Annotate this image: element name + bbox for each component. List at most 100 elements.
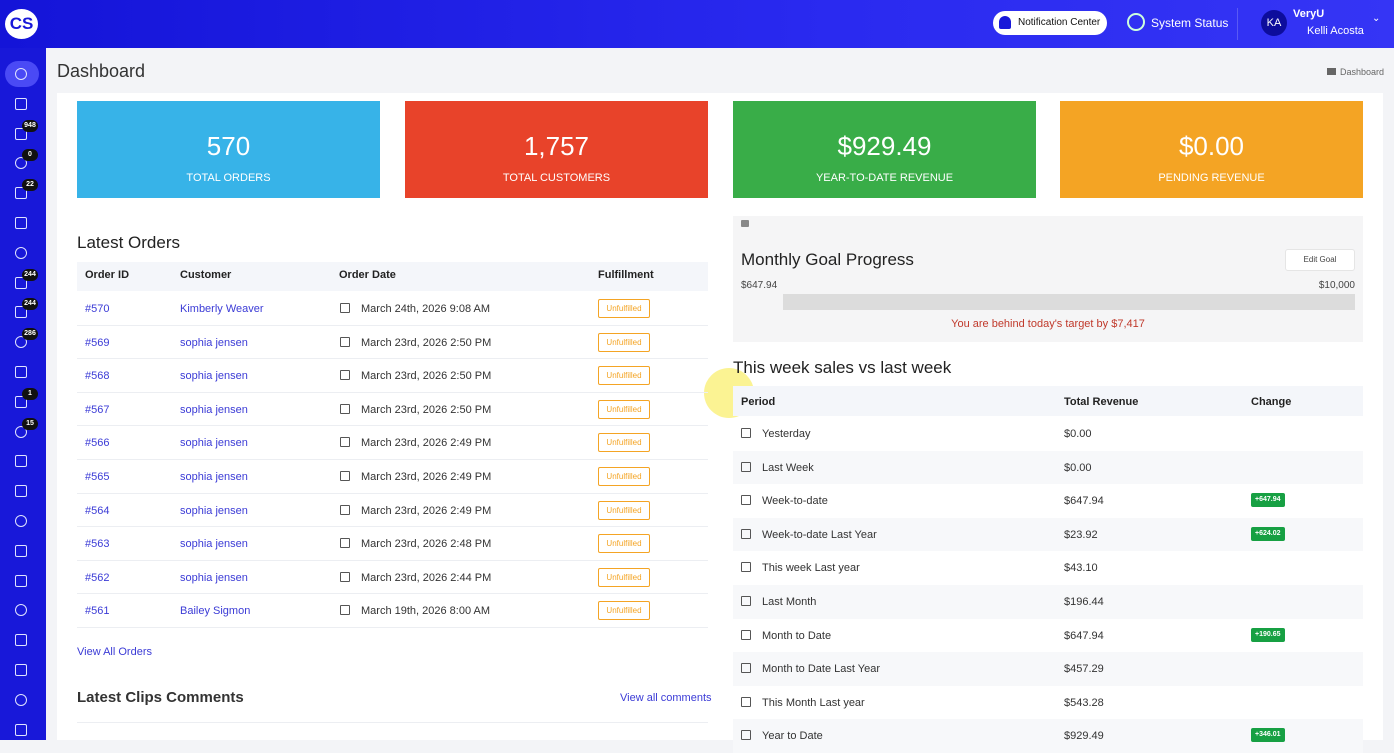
order-date: March 23rd, 2026 2:50 PM xyxy=(361,336,492,349)
progress-bar xyxy=(783,294,1355,310)
nav-icon[interactable] xyxy=(15,276,27,289)
nav-icon[interactable] xyxy=(15,157,27,170)
user-menu-chevron[interactable]: ⌄ xyxy=(1372,13,1381,24)
nav-icon[interactable] xyxy=(15,455,27,468)
edit-goal-button[interactable]: Edit Goal xyxy=(1285,249,1355,271)
nav-icon[interactable] xyxy=(15,515,27,527)
divider xyxy=(77,722,708,723)
fulfillment-badge: Unfulfilled xyxy=(598,299,650,318)
stat-card[interactable]: 570 TOTAL ORDERS xyxy=(77,101,380,198)
column-header: Order ID xyxy=(85,269,130,281)
stat-card[interactable]: 1,757 TOTAL CUSTOMERS xyxy=(405,101,708,198)
divider xyxy=(1237,8,1238,40)
row-divider xyxy=(77,627,708,628)
stat-value: $929.49 xyxy=(837,131,932,161)
customer[interactable]: sophia jensen xyxy=(180,471,248,483)
order-id[interactable]: #563 xyxy=(85,538,110,551)
lock-icon xyxy=(741,220,749,227)
goal-message: You are behind today's target by $7,417 xyxy=(951,318,1145,330)
order-id[interactable]: #562 xyxy=(85,571,110,584)
system-status[interactable]: System Status xyxy=(1151,16,1229,30)
row-divider xyxy=(77,559,708,561)
avatar[interactable]: KA xyxy=(1261,10,1287,36)
customer[interactable]: Bailey Sigmon xyxy=(180,605,251,618)
nav-icon[interactable] xyxy=(15,574,27,587)
nav-icon[interactable] xyxy=(15,634,27,647)
nav-icon[interactable] xyxy=(15,68,27,80)
row-divider xyxy=(77,425,708,427)
nav-icon[interactable] xyxy=(15,306,27,319)
customer[interactable]: sophia jensen xyxy=(180,571,248,584)
nav-icon[interactable] xyxy=(15,366,27,378)
revenue: $929.49 xyxy=(1064,730,1104,743)
goal-card: Monthly Goal Progress Edit Goal $647.94 $10… xyxy=(733,216,1363,342)
order-id[interactable]: #565 xyxy=(85,471,110,483)
org-name: VeryU xyxy=(1293,8,1325,20)
customer[interactable]: sophia jensen xyxy=(180,336,248,349)
nav-icon[interactable] xyxy=(15,187,27,200)
row-divider xyxy=(77,526,708,528)
order-id[interactable]: #561 xyxy=(85,605,110,618)
row-divider xyxy=(77,459,708,460)
nav-icon[interactable] xyxy=(15,425,27,438)
order-id[interactable]: #566 xyxy=(85,437,110,450)
view-all-comments[interactable]: View all comments xyxy=(620,692,712,704)
order-id[interactable]: #570 xyxy=(85,303,110,315)
breadcrumb-icon xyxy=(1327,68,1336,75)
calendar-icon xyxy=(340,437,350,448)
nav-icon[interactable] xyxy=(15,217,27,229)
nav-icon[interactable] xyxy=(15,604,27,617)
nav-badge: 948 xyxy=(22,119,38,132)
order-id[interactable]: #564 xyxy=(85,504,110,517)
nav-icon[interactable] xyxy=(15,485,27,498)
nav-icon[interactable] xyxy=(15,336,27,349)
nav-icon[interactable] xyxy=(15,723,27,736)
goal-target: $10,000 xyxy=(1318,280,1355,291)
fulfillment-badge: Unfulfilled xyxy=(598,567,650,587)
order-id[interactable]: #568 xyxy=(85,370,110,383)
logo[interactable]: CS xyxy=(5,9,38,39)
calendar-icon xyxy=(340,370,350,381)
stat-card[interactable]: $929.49 YEAR-TO-DATE REVENUE xyxy=(733,101,1036,198)
nav-icon[interactable] xyxy=(15,97,27,110)
nav-icon[interactable] xyxy=(15,664,27,676)
order-id[interactable]: #569 xyxy=(85,336,110,349)
nav-icon[interactable] xyxy=(15,127,27,140)
nav-icon[interactable] xyxy=(15,395,27,408)
revenue: $543.28 xyxy=(1064,696,1104,709)
nav-badge: 22 xyxy=(22,179,38,192)
section-title: This week sales vs last week xyxy=(733,358,952,377)
top-bar: CS Notification Center System Status KA … xyxy=(0,0,1394,48)
nav-icon[interactable] xyxy=(15,246,27,259)
fulfillment-badge: Unfulfilled xyxy=(598,433,650,453)
view-all-orders[interactable]: View All Orders xyxy=(77,646,152,658)
calendar-icon xyxy=(340,538,350,549)
calendar-icon xyxy=(741,461,751,472)
stat-card[interactable]: $0.00 PENDING REVENUE xyxy=(1060,101,1363,198)
notification-button[interactable]: Notification Center xyxy=(993,11,1107,35)
customer[interactable]: sophia jensen xyxy=(180,538,248,551)
customer[interactable]: sophia jensen xyxy=(180,403,248,416)
revenue: $23.92 xyxy=(1064,528,1098,541)
nav-icon[interactable] xyxy=(15,693,27,706)
customer[interactable]: sophia jensen xyxy=(180,437,248,450)
order-date: March 23rd, 2026 2:49 PM xyxy=(361,504,492,517)
nav-badge: 0 xyxy=(22,149,38,162)
nav-badge: 1 xyxy=(22,387,38,400)
customer[interactable]: sophia jensen xyxy=(180,504,248,517)
period: Last Month xyxy=(762,596,817,608)
fulfillment-badge: Unfulfilled xyxy=(598,500,650,520)
breadcrumb[interactable]: Dashboard xyxy=(1340,67,1385,77)
sidebar: 948 0 22 244 244 286 1 15 xyxy=(0,48,46,740)
stat-label: TOTAL ORDERS xyxy=(186,172,271,184)
order-id[interactable]: #567 xyxy=(85,403,110,416)
nav-icon[interactable] xyxy=(15,544,27,557)
customer[interactable]: sophia jensen xyxy=(180,370,248,383)
customer[interactable]: Kimberly Weaver xyxy=(180,303,264,315)
period: This Month Last year xyxy=(762,696,865,709)
order-date: March 23rd, 2026 2:50 PM xyxy=(361,403,492,416)
table-header xyxy=(77,262,708,291)
section-title: Latest Orders xyxy=(77,233,180,252)
